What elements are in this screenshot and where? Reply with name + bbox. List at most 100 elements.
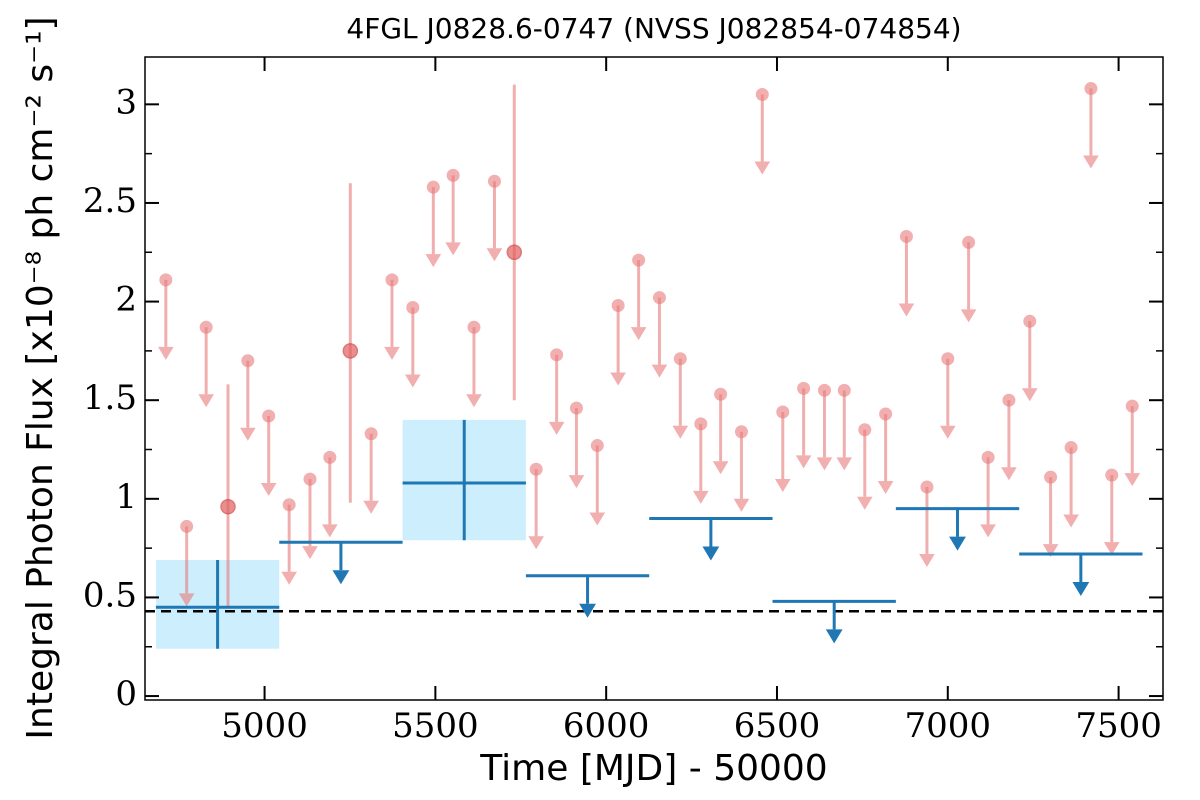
upper-limit-point (1125, 399, 1139, 413)
upper-limit-point (406, 300, 420, 314)
upper-limit-point (858, 423, 872, 437)
upper-limit-point (159, 273, 173, 287)
x-tick-label: 7500 (1075, 706, 1162, 746)
y-axis-label: Integral Photon Flux [x10⁻⁸ ph cm⁻² s⁻¹] (20, 16, 61, 739)
upper-limit-point (487, 174, 501, 188)
x-tick-label: 7000 (905, 706, 992, 746)
upper-limit-arrow-head (949, 536, 966, 551)
x-tick-label: 6500 (734, 706, 821, 746)
upper-limit-arrow-head (1063, 514, 1079, 528)
upper-limit-point (282, 498, 296, 512)
upper-limit-arrow-head (610, 372, 626, 386)
upper-limit-arrow-head (651, 364, 668, 378)
x-tick-label: 5000 (221, 706, 308, 746)
upper-limit-arrow-head (363, 500, 379, 514)
upper-limit-point (1044, 470, 1058, 484)
x-axis-label: Time [MJD] - 50000 (479, 748, 827, 789)
upper-limit-point (920, 480, 934, 494)
upper-limit-arrow-head (1042, 544, 1059, 558)
upper-limit-point (797, 381, 811, 395)
upper-limit-arrow-head (856, 496, 873, 510)
upper-limit-point (1084, 82, 1098, 96)
upper-limit-point (364, 427, 378, 441)
upper-limit-point (652, 291, 666, 305)
upper-limit-point (1023, 314, 1037, 328)
upper-limit-arrow-head (939, 425, 956, 439)
y-tick-label: 1 (115, 477, 137, 517)
upper-limit-arrow-head (693, 490, 709, 504)
y-tick-label: 3 (115, 82, 137, 122)
upper-limit-point (673, 352, 687, 366)
upper-limit-point (694, 417, 708, 431)
chart-title: 4FGL J0828.6-0747 (NVSS J082854-074854) (346, 12, 961, 45)
upper-limit-point (817, 383, 831, 397)
upper-limit-arrow-head (548, 421, 565, 435)
upper-limit-point (426, 180, 440, 194)
upper-limit-arrow-head (332, 570, 350, 585)
y-tick-label: 0.5 (83, 575, 137, 615)
upper-limit-point (714, 387, 728, 401)
upper-limit-arrow-head (1103, 542, 1120, 556)
upper-limit-point (776, 405, 790, 419)
upper-limit-arrow-head (877, 481, 894, 495)
upper-limit-arrow-head (919, 553, 935, 567)
detection-point (506, 244, 523, 261)
upper-limit-point (590, 439, 604, 453)
upper-limit-arrow-head (672, 425, 689, 439)
upper-limit-point (755, 87, 769, 101)
upper-limit-arrow-head (774, 479, 791, 493)
upper-limit-point (241, 354, 255, 368)
upper-limit-arrow-head (528, 536, 544, 550)
upper-limit-arrow-head (425, 254, 442, 268)
upper-limit-point (981, 450, 995, 464)
upper-limit-point (262, 409, 276, 423)
y-tick-label: 1.5 (83, 378, 137, 418)
upper-limit-point (899, 229, 913, 243)
upper-limit-point (1064, 441, 1078, 455)
upper-limit-point (632, 253, 646, 267)
upper-limit-arrow-head (198, 394, 214, 408)
upper-limit-point (385, 273, 399, 287)
upper-limit-arrow-head (322, 524, 338, 538)
upper-limit-arrow-head (240, 427, 256, 441)
upper-limit-arrow-head (568, 475, 585, 489)
detection-point (342, 343, 359, 359)
upper-limit-arrow-head (302, 546, 318, 560)
upper-limit-arrow-head (980, 524, 996, 538)
upper-limit-point (962, 235, 976, 249)
upper-limit-arrow-head (158, 346, 174, 360)
upper-limit-arrow-head (1021, 388, 1038, 402)
upper-limit-arrow-head (589, 512, 606, 526)
upper-limit-arrow-head (960, 309, 977, 323)
upper-limit-point (1105, 468, 1119, 482)
upper-limit-point (550, 348, 564, 362)
upper-limit-point (837, 383, 851, 397)
plot-frame (144, 56, 1164, 701)
upper-limit-arrow-head (898, 303, 915, 317)
upper-limit-arrow-head (630, 327, 647, 341)
upper-limit-arrow-head (405, 374, 421, 388)
upper-limit-arrow-head (579, 603, 596, 618)
upper-limit-arrow-head (1001, 467, 1017, 481)
upper-limit-point (879, 407, 893, 421)
detection-point (220, 498, 236, 515)
upper-limit-arrow-head (1124, 473, 1141, 487)
upper-limit-point (303, 472, 317, 486)
upper-limit-arrow-head (836, 457, 853, 471)
upper-limit-arrow-head (281, 571, 297, 585)
upper-limit-point (180, 519, 194, 533)
x-tick-label: 6000 (563, 706, 650, 746)
upper-limit-arrow-head (466, 394, 482, 408)
upper-limit-arrow-head (816, 457, 833, 471)
upper-limit-arrow-head (1072, 582, 1090, 597)
upper-limit-point (199, 320, 213, 334)
upper-limit-point (446, 168, 460, 182)
upper-limit-point (734, 425, 748, 439)
upper-limit-point (941, 352, 955, 366)
upper-limit-point (529, 462, 543, 476)
upper-limit-arrow-head (260, 482, 277, 496)
upper-limit-point (323, 450, 337, 464)
upper-limit-arrow-head (733, 498, 750, 512)
upper-limit-point (569, 401, 583, 415)
